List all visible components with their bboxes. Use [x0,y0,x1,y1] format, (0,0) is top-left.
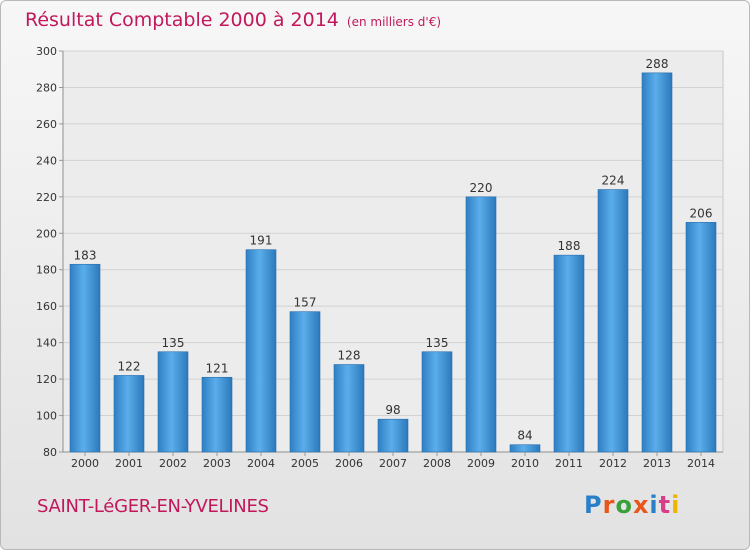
bar-value-label: 135 [162,336,185,350]
proxiti-logo: Proxiti [584,491,680,519]
bar [509,444,541,453]
y-tick-label: 140 [36,337,57,350]
y-tick-label: 180 [36,264,57,277]
logo-letter: t [658,491,672,519]
y-tick-label: 100 [36,410,57,423]
bar-value-label: 183 [74,248,97,262]
x-tick-label: 2012 [599,457,627,470]
y-tick-label: 240 [36,154,57,167]
bar [245,249,277,453]
bar-value-label: 220 [470,181,493,195]
logo-letter: x [632,491,650,519]
bar [465,196,497,453]
chart-title: Résultat Comptable 2000 à 2014 (en millie… [25,9,441,31]
x-tick-label: 2007 [379,457,407,470]
x-tick-label: 2011 [555,457,583,470]
bar [641,72,673,453]
bar-value-label: 288 [646,57,669,71]
y-tick-label: 220 [36,191,57,204]
bar [333,364,365,453]
x-tick-label: 2009 [467,457,495,470]
y-tick-label: 160 [36,300,57,313]
bar-value-label: 224 [602,174,625,188]
logo-letter: o [615,491,633,519]
bar [421,351,453,453]
bar-value-label: 135 [426,336,449,350]
bar [685,222,717,453]
x-tick-label: 2005 [291,457,319,470]
location-name: SAINT-LéGER-EN-YVELINES [37,496,269,517]
x-tick-label: 2010 [511,457,539,470]
logo-letter: i [649,491,659,519]
chart-subtitle: (en milliers d'€) [346,15,442,29]
x-tick-label: 2002 [159,457,187,470]
chart-title-text: Résultat Comptable 2000 à 2014 [25,9,339,31]
bar-value-label: 188 [558,239,581,253]
y-tick-label: 80 [43,446,57,459]
logo-letter: i [671,491,681,519]
bar [113,375,145,453]
bar [69,263,101,453]
y-tick-label: 200 [36,227,57,240]
bar-value-label: 84 [517,429,532,443]
bar [289,311,321,453]
y-tick-label: 300 [36,45,57,58]
bar [201,376,233,453]
x-tick-label: 2013 [643,457,671,470]
bar [553,254,585,453]
x-tick-label: 2001 [115,457,143,470]
bar [157,351,189,453]
bar-value-label: 122 [118,359,141,373]
bar-value-label: 121 [206,361,229,375]
x-tick-label: 2014 [687,457,715,470]
bar-value-label: 98 [385,403,400,417]
logo-letter: r [602,491,616,519]
x-tick-label: 2008 [423,457,451,470]
y-tick-label: 120 [36,373,57,386]
bar-value-label: 128 [338,349,361,363]
x-tick-label: 2004 [247,457,275,470]
x-tick-label: 2006 [335,457,363,470]
x-tick-label: 2000 [71,457,99,470]
bar-value-label: 206 [690,206,713,220]
y-tick-label: 260 [36,118,57,131]
bar [597,189,629,453]
y-tick-label: 280 [36,81,57,94]
x-tick-label: 2003 [203,457,231,470]
bar-value-label: 157 [294,296,317,310]
bar [377,418,409,453]
logo-letter: P [584,491,603,519]
bar-value-label: 191 [250,234,273,248]
